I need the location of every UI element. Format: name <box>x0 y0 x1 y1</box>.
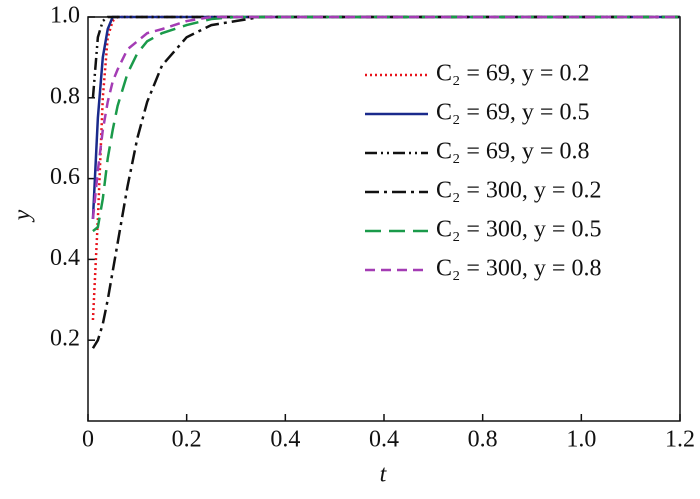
y-tick-label: 0.6 <box>50 164 80 190</box>
y-axis-label: y <box>10 209 36 222</box>
x-tick-label: 0.4 <box>369 427 399 453</box>
y-tick-label: 0.2 <box>50 326 80 352</box>
x-tick-label: 0 <box>82 427 94 453</box>
legend-label: C₂ = 300, y = 0.5 <box>436 217 601 243</box>
x-tick-label: 0.2 <box>172 427 202 453</box>
x-tick-label: 1.2 <box>665 427 695 453</box>
legend-label: C₂ = 69, y = 0.5 <box>436 100 589 126</box>
y-tick-label: 0.8 <box>50 83 80 109</box>
legend-label: C₂ = 300, y = 0.8 <box>436 256 601 282</box>
y-tick-label: 1.0 <box>50 3 80 29</box>
legend-label: C₂ = 69, y = 0.8 <box>436 139 589 165</box>
x-tick-label: 1.0 <box>566 427 596 453</box>
x-axis-label: t <box>380 462 388 488</box>
series-line <box>91 15 680 220</box>
y-tick-label: 0.4 <box>50 245 80 271</box>
x-tick-label: 0.4 <box>270 427 300 453</box>
legend-label: C₂ = 69, y = 0.2 <box>436 61 589 87</box>
legend-label: C₂ = 300, y = 0.2 <box>436 178 601 204</box>
series-line <box>91 15 680 98</box>
x-tick-label: 0.8 <box>468 427 498 453</box>
